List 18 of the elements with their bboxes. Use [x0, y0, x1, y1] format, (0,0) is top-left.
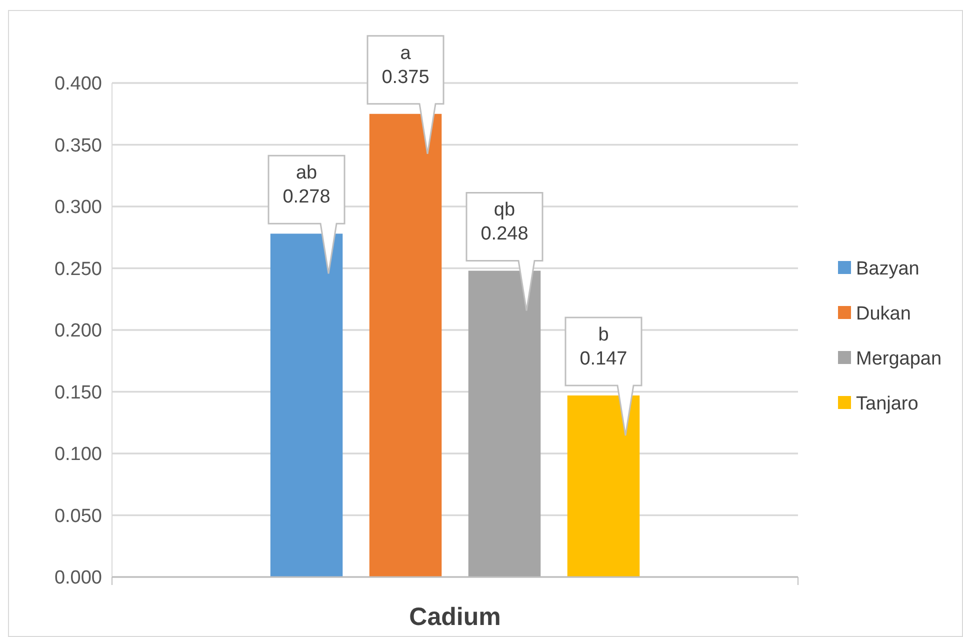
data-label: b 0.147	[580, 324, 628, 370]
y-tick-label: 0.200	[54, 320, 102, 342]
y-tick-label: 0.050	[54, 506, 102, 527]
data-label: qb 0.248	[480, 200, 528, 245]
legend-label: Mergapan	[856, 348, 942, 370]
y-tick-label: 0.250	[54, 258, 102, 280]
y-tick-label: 0.300	[54, 197, 102, 218]
data-label: a 0.375	[382, 42, 430, 88]
data-label: ab 0.278	[282, 162, 330, 208]
y-tick-label: 0.150	[54, 382, 102, 404]
y-tick-label: 0.100	[54, 444, 102, 466]
y-tick-label: 0.400	[54, 74, 102, 95]
legend-label: Dukan	[856, 304, 911, 325]
legend-label: Bazyan	[856, 258, 920, 280]
x-tick-label: Cadium	[409, 603, 501, 631]
y-tick-label: 0.000	[54, 568, 102, 589]
legend-label: Tanjaro	[856, 394, 918, 415]
y-tick-label: 0.350	[54, 135, 102, 156]
